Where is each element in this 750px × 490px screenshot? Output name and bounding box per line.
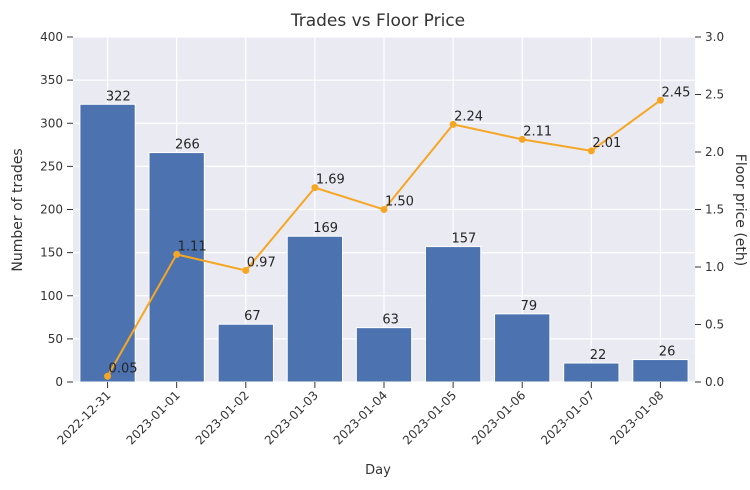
y-tick-label: 0 — [55, 375, 63, 389]
x-tick-label: 2023-01-02 — [193, 388, 252, 447]
line-point — [104, 372, 112, 380]
y2-tick-label: 1.5 — [705, 203, 724, 217]
bar — [424, 246, 482, 383]
line-point — [311, 184, 319, 192]
x-tick-label: 2023-01-03 — [262, 388, 321, 447]
bar-value-label: 67 — [244, 309, 261, 324]
bar-value-label: 266 — [175, 138, 200, 153]
y-tick-label: 200 — [40, 203, 63, 217]
bar — [286, 235, 344, 383]
line-value-label: 2.24 — [454, 109, 483, 124]
y-tick-label: 50 — [48, 332, 63, 346]
y2-axis-label: Floor price (eth) — [732, 154, 748, 266]
line-value-label: 0.05 — [109, 361, 138, 376]
line-point — [656, 96, 664, 104]
line-point — [242, 266, 250, 274]
line-value-label: 2.01 — [592, 136, 621, 151]
y2-tick-label: 0.5 — [705, 318, 724, 332]
x-axis-label: Day — [365, 463, 391, 478]
y-tick-label: 350 — [40, 73, 63, 87]
x-tick-label: 2022-12-31 — [54, 388, 113, 447]
y-tick-label: 400 — [40, 30, 63, 44]
bar-value-label: 22 — [590, 348, 607, 363]
bar-value-label: 63 — [382, 313, 399, 328]
line-point — [380, 206, 388, 213]
y-tick-label: 150 — [40, 246, 63, 260]
bar-value-label: 26 — [659, 345, 676, 360]
y-axis-label: Number of trades — [10, 148, 26, 271]
line-value-label: 1.69 — [316, 173, 345, 188]
bar-value-label: 157 — [451, 232, 476, 247]
bar — [632, 359, 689, 383]
x-tick-label: 2023-01-06 — [469, 388, 528, 447]
y-tick-label: 100 — [40, 289, 63, 303]
chart-title: Trades vs Floor Price — [290, 11, 465, 31]
line-value-label: 2.45 — [661, 85, 690, 100]
y2-tick-label: 2.0 — [705, 145, 724, 159]
bar — [355, 327, 413, 383]
y-tick-label: 250 — [40, 159, 63, 173]
bar — [148, 152, 205, 383]
line-value-label: 0.97 — [247, 255, 276, 270]
bar — [217, 323, 274, 383]
x-tick-label: 2023-01-08 — [607, 388, 666, 447]
line-point — [587, 147, 595, 155]
y2-tick-label: 2.5 — [705, 88, 724, 102]
y2-tick-label: 3.0 — [705, 30, 724, 44]
bar — [563, 362, 620, 383]
x-tick-label: 2023-01-01 — [124, 388, 183, 447]
y-tick-label: 300 — [40, 116, 63, 130]
y2-tick-label: 0.0 — [705, 375, 724, 389]
line-value-label: 1.50 — [385, 195, 414, 210]
x-tick-label: 2023-01-04 — [331, 388, 390, 447]
line-value-label: 1.11 — [178, 239, 207, 254]
line-point — [518, 135, 526, 143]
bar-value-label: 79 — [521, 299, 538, 314]
line-point — [449, 120, 457, 128]
x-tick-label: 2023-01-07 — [538, 388, 597, 447]
bar-value-label: 169 — [313, 221, 338, 236]
y2-tick-label: 1.0 — [705, 260, 724, 274]
line-value-label: 2.11 — [523, 124, 552, 139]
bar — [494, 313, 551, 383]
bar — [79, 103, 136, 383]
bar-value-label: 322 — [106, 89, 131, 104]
line-point — [173, 250, 181, 258]
x-tick-label: 2023-01-05 — [400, 388, 459, 447]
